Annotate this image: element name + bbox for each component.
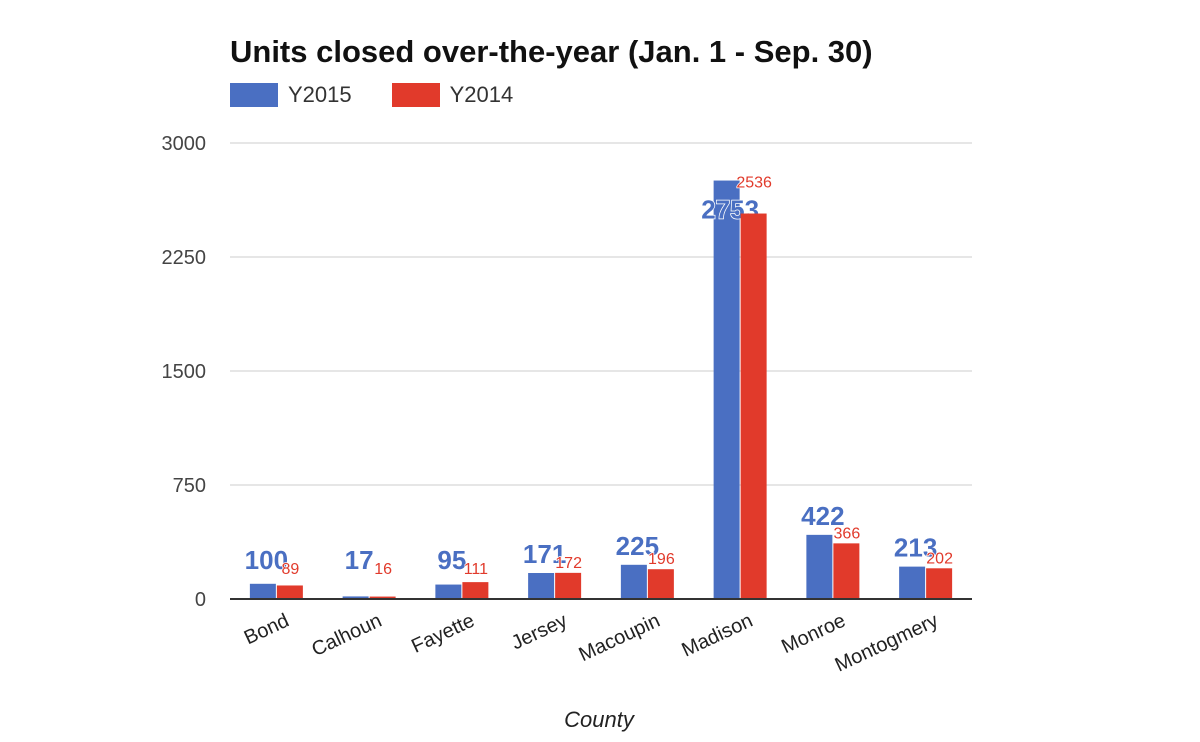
bar-y2015	[435, 584, 462, 599]
y-tick-label: 2250	[162, 247, 207, 269]
x-tick-label: Calhoun	[308, 610, 385, 661]
data-label-y2015: 213	[894, 533, 937, 563]
bar-y2014	[740, 213, 767, 599]
data-label-y2015: 95	[437, 545, 466, 575]
bar-y2015	[528, 573, 555, 599]
data-label-y2015: 171	[523, 539, 566, 569]
data-label-y2014: 202	[926, 550, 953, 567]
bar-y2014	[462, 582, 489, 599]
legend: Y2015 Y2014	[230, 82, 553, 108]
bar-y2015	[713, 180, 740, 599]
data-label-y2015: 422	[801, 501, 844, 531]
legend-swatch-y2014	[391, 83, 440, 107]
legend-label-y2014: Y2014	[449, 82, 514, 107]
y-tick-label: 1500	[162, 361, 207, 383]
bar-y2014	[926, 568, 953, 599]
legend-item-y2014: Y2014	[391, 82, 514, 108]
bar-y2014	[369, 596, 396, 599]
y-tick-label: 750	[173, 475, 206, 497]
bar-y2014	[833, 543, 860, 599]
x-tick-label: Macoupin	[576, 610, 664, 667]
bar-y2015	[899, 566, 926, 599]
data-label-y2014: 366	[834, 525, 861, 542]
data-label-y2014: 196	[648, 551, 675, 568]
y-tick-label: 0	[195, 589, 206, 611]
bar-y2015	[806, 534, 833, 599]
bar-y2014	[276, 585, 303, 599]
chart-title: Units closed over-the-year (Jan. 1 - Sep…	[230, 34, 873, 69]
x-tick-label: Fayette	[408, 610, 478, 658]
legend-label-y2015: Y2015	[288, 82, 352, 107]
x-tick-label: Monroe	[778, 610, 849, 659]
data-label-y2014: 111	[464, 561, 488, 578]
data-label-y2015: 2753	[701, 195, 759, 225]
y-tick-label: 3000	[162, 133, 207, 155]
data-label-y2014: 89	[281, 561, 299, 578]
x-tick-label: Madison	[678, 610, 756, 662]
legend-item-y2015: Y2015	[230, 82, 352, 108]
data-label-y2014: 172	[555, 555, 582, 572]
data-label-y2015: 100	[245, 545, 288, 575]
data-label-y2015: 17	[345, 545, 374, 575]
data-label-y2014: 2536	[736, 175, 772, 192]
bar-y2015	[342, 596, 369, 599]
bar-y2014	[555, 572, 582, 599]
legend-swatch-y2015	[230, 83, 278, 107]
x-tick-label: Montogmery	[832, 610, 942, 677]
x-tick-label: Bond	[241, 610, 293, 650]
bar-y2014	[647, 569, 674, 599]
bar-y2015	[620, 564, 647, 599]
x-axis-label: County	[564, 707, 636, 732]
data-label-y2015: 225	[616, 531, 659, 561]
data-label-y2014: 16	[374, 561, 392, 578]
bar-y2015	[249, 583, 276, 599]
x-tick-label: Jersey	[508, 610, 571, 655]
